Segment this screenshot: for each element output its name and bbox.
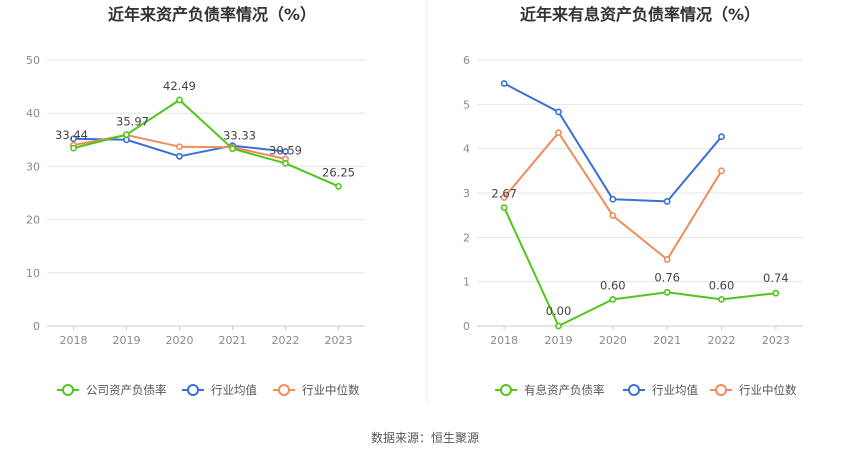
data-point [718,295,725,303]
y-tick-label: 10 [26,267,40,280]
x-tick-label: 2023 [325,334,353,347]
legend-marker [187,384,199,396]
x-tick-label: 2023 [762,334,790,347]
data-point [609,212,617,220]
legend-label: 行业均值 [211,383,257,397]
data-point [772,289,780,297]
legend-label: 有息资产负债率 [524,383,605,397]
y-tick-label: 4 [463,143,470,156]
data-point [663,288,671,296]
data-point [176,152,183,160]
chart-title: 近年来有息资产负债率情况（%） [520,5,760,24]
legend-marker [715,384,727,396]
x-tick-label: 2019 [545,334,573,347]
data-point [609,295,617,303]
legend-label: 行业中位数 [739,383,797,397]
data-point [176,96,183,104]
x-tick-label: 2022 [272,334,300,347]
data-point [229,145,236,153]
data-point [176,143,183,151]
data-point [555,108,562,116]
legend-marker [278,384,290,396]
x-tick-label: 2018 [490,334,518,347]
data-point [123,131,130,139]
data-point [718,133,725,141]
legend-label: 公司资产负债率 [86,383,167,397]
data-label: 0.00 [546,304,572,318]
y-tick-label: 0 [463,320,470,333]
series-line-1 [503,82,723,203]
data-point [555,129,562,137]
y-tick-label: 0 [33,320,40,333]
chart-title: 近年来资产负债率情况（%） [108,5,316,24]
legend-label: 行业中位数 [302,383,360,397]
data-point [282,159,289,167]
data-point [70,135,77,143]
y-tick-label: 3 [463,187,470,200]
x-tick-label: 2021 [653,334,681,347]
legend-marker [500,384,512,396]
x-tick-label: 2022 [708,334,736,347]
y-tick-label: 6 [463,54,470,67]
data-label: 30.59 [269,143,302,157]
data-label: 33.44 [55,128,88,142]
data-label: 33.33 [223,129,256,143]
y-tick-label: 2 [463,231,470,244]
legend-marker [62,384,74,396]
y-tick-label: 5 [463,98,470,111]
data-point [609,195,617,203]
data-source-note: 数据来源：恒生聚源 [371,430,479,445]
interest-bearing-debt-ratio-chart: 近年来有息资产负债率情况（%） 0 1 2 3 4 5 6 2018 2019 2020 2021 20… [463,5,803,397]
data-point [500,204,508,212]
data-point [500,194,508,201]
data-label: 0.74 [763,271,789,285]
data-point [70,144,77,152]
data-label: 35.97 [116,115,149,129]
y-tick-label: 40 [26,107,40,120]
data-label: 0.76 [654,270,680,284]
legend-marker [628,384,640,396]
data-label: 26.25 [322,165,355,179]
data-label: 42.49 [163,79,196,93]
x-tick-label: 2019 [113,334,141,347]
y-tick-label: 1 [463,276,470,289]
x-tick-label: 2020 [166,334,194,347]
data-point [500,80,508,87]
data-point [718,167,725,175]
data-point [663,198,671,205]
data-label: 2.67 [491,187,517,201]
data-point [555,322,562,330]
series-line-0 [73,99,339,188]
data-label: 0.60 [709,278,735,292]
y-tick-label: 50 [26,54,40,67]
data-label: 0.60 [600,278,626,292]
series-line-0 [503,207,776,327]
y-tick-label: 30 [26,160,40,173]
x-tick-label: 2018 [60,334,88,347]
y-tick-label: 20 [26,214,40,227]
data-point [335,182,342,190]
legend-label: 行业均值 [652,383,698,397]
x-tick-label: 2020 [599,334,627,347]
debt-ratio-chart: 近年来资产负债率情况（%） 0 10 20 30 40 50 2018 2019 2020 2021… [26,5,365,397]
data-point [663,256,671,263]
x-tick-label: 2021 [219,334,247,347]
data-point [282,148,289,155]
